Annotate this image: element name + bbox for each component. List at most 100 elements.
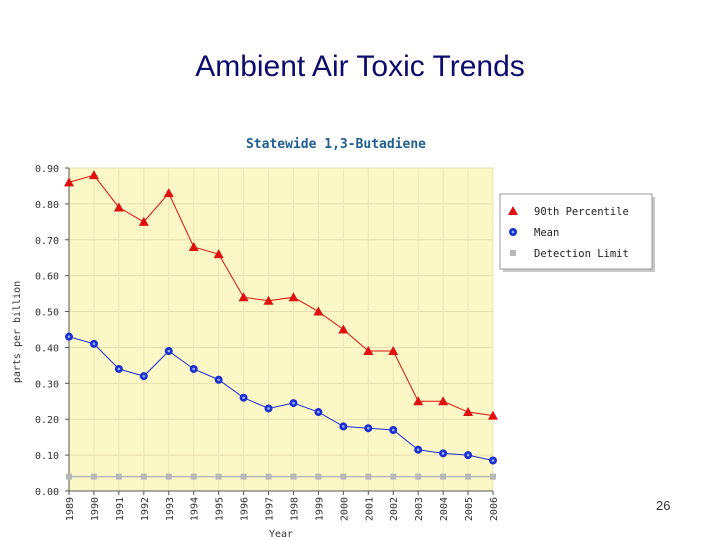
data-point (440, 473, 447, 480)
data-point (238, 292, 249, 302)
data-point (465, 473, 472, 480)
legend-label: 90th Percentile (534, 206, 629, 218)
slide-title: Ambient Air Toxic Trends (195, 50, 525, 83)
x-tick-label: 1990 (90, 497, 101, 521)
data-point (213, 249, 224, 259)
x-tick-label: 1998 (289, 497, 300, 521)
y-tick-label: 0.10 (35, 451, 59, 462)
y-tick-label: 0.40 (35, 343, 59, 354)
series-1 (64, 170, 498, 420)
x-tick-label: 1999 (314, 497, 325, 521)
legend-label: Mean (534, 227, 559, 239)
data-point (363, 346, 374, 356)
data-point (338, 324, 349, 334)
y-tick-label: 0.90 (35, 164, 59, 175)
x-tick-label: 1993 (165, 497, 176, 521)
data-point (164, 347, 173, 356)
series-group (64, 170, 498, 480)
data-point (214, 375, 223, 384)
data-point (165, 473, 172, 480)
data-point (313, 306, 324, 316)
data-point (66, 473, 72, 480)
data-point (240, 473, 247, 480)
y-tick-label: 0.30 (35, 379, 59, 390)
data-point (140, 473, 147, 480)
data-point (464, 451, 473, 460)
x-tick-label: 2002 (389, 497, 400, 521)
legend-label: Detection Limit (534, 248, 629, 260)
legend-marker (509, 228, 517, 236)
data-point (288, 292, 299, 302)
data-point (65, 332, 73, 341)
data-point (488, 410, 498, 420)
y-tick-label: 0.80 (35, 200, 59, 211)
y-tick-label: 0.20 (35, 415, 59, 426)
x-tick-label: 1995 (215, 497, 226, 521)
legend-marker (510, 250, 516, 256)
data-point (365, 473, 372, 480)
data-point (490, 473, 496, 480)
series-3 (66, 473, 496, 480)
data-point (90, 473, 97, 480)
data-point (89, 339, 98, 348)
data-point (314, 408, 323, 417)
plot-area (69, 168, 493, 491)
x-tick-label: 1997 (265, 497, 276, 521)
x-tick-label: 2000 (339, 497, 350, 521)
data-point (489, 456, 497, 465)
slide-number: 26 (656, 498, 671, 513)
axes (65, 167, 494, 495)
data-point (188, 241, 199, 251)
data-point (439, 449, 448, 458)
data-point (139, 372, 148, 381)
x-tick-label: 1994 (190, 497, 201, 521)
data-point (289, 399, 298, 408)
data-point (138, 216, 149, 226)
data-point (290, 473, 297, 480)
x-tick-label: 2004 (439, 497, 450, 521)
data-point (340, 473, 347, 480)
series-line (68, 174, 494, 417)
x-tick-label: 2006 (489, 497, 500, 521)
data-point (88, 170, 99, 180)
x-tick-label: 1992 (140, 497, 151, 521)
data-point (414, 445, 423, 454)
data-point (364, 424, 373, 433)
data-point (215, 473, 222, 480)
x-tick-label: 1996 (240, 497, 251, 521)
legend: 90th Percentile Mean Detection Limit (499, 193, 655, 272)
x-tick-label: 1989 (65, 497, 76, 521)
data-point (415, 473, 422, 480)
data-point (239, 393, 248, 402)
chart-title: Statewide 1,3-Butadiene (246, 137, 426, 152)
data-point (190, 473, 197, 480)
data-point (115, 473, 122, 480)
data-point (339, 422, 348, 431)
data-point (413, 396, 424, 406)
data-point (463, 407, 474, 417)
legend-box (499, 193, 653, 270)
y-tick-label: 0.60 (35, 272, 59, 283)
data-point (389, 425, 398, 434)
legend-marker (508, 206, 518, 215)
tick-labels: 0.00 0.10 0.20 0.30 0.40 0.50 0.60 0.70 0.80 0.90… (35, 164, 500, 521)
x-tick-label: 2005 (464, 497, 475, 521)
data-point (113, 202, 124, 212)
data-point (315, 473, 322, 480)
data-point (189, 364, 198, 373)
data-point (265, 473, 272, 480)
data-point (64, 177, 74, 187)
series-2 (65, 332, 497, 465)
y-tick-label: 0.70 (35, 236, 59, 247)
data-point (264, 404, 273, 413)
y-tick-label: 0.50 (35, 308, 59, 319)
data-point (114, 364, 123, 373)
y-axis-label: parts per billion (12, 281, 23, 383)
series-line (68, 336, 494, 461)
data-point (163, 188, 174, 198)
x-axis-label: Year (269, 529, 293, 540)
data-point (388, 346, 399, 356)
data-point (263, 295, 274, 305)
data-point (438, 396, 449, 406)
x-tick-label: 1991 (115, 497, 126, 521)
